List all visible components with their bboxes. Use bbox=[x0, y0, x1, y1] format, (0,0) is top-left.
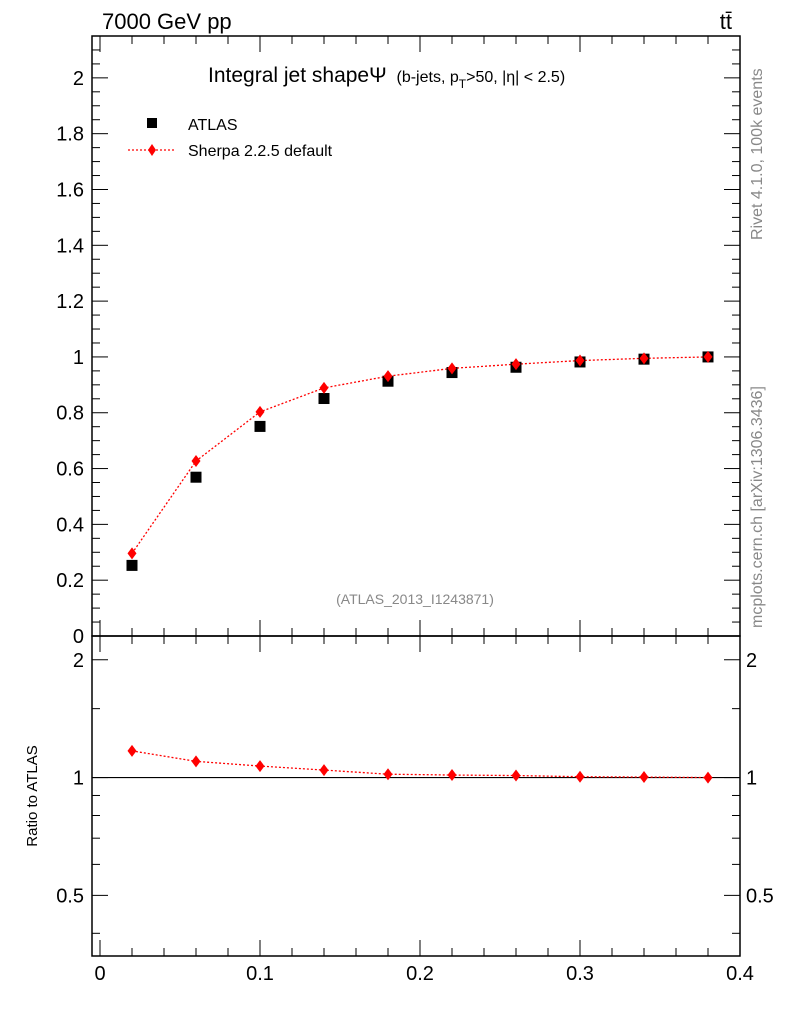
sherpa-data-point bbox=[383, 370, 393, 383]
ratio-y-label: Ratio to ATLAS bbox=[24, 745, 41, 846]
sherpa-data-point bbox=[191, 455, 201, 468]
ratio-sherpa-point bbox=[191, 755, 201, 768]
main-y-tick-label: 0 bbox=[73, 626, 84, 648]
main-y-tick-label: 1.6 bbox=[56, 179, 84, 201]
ratio-y-tick-label-left: 0.5 bbox=[56, 885, 84, 907]
ratio-x-tick-label: 0 bbox=[94, 963, 105, 985]
ratio-sherpa-point bbox=[639, 771, 649, 784]
sherpa-data-point bbox=[319, 381, 329, 394]
ratio-sherpa-point bbox=[511, 769, 521, 782]
process-label: tt̄ bbox=[720, 9, 732, 34]
atlas-data-point bbox=[318, 393, 330, 405]
ratio-x-tick-label: 0.2 bbox=[406, 963, 434, 985]
main-y-tick-label: 0.6 bbox=[56, 459, 84, 481]
chart-title-detail: (b-jets, p bbox=[397, 69, 459, 86]
ratio-x-tick-label: 0.4 bbox=[726, 963, 754, 985]
ratio-y-tick-label-right: 1 bbox=[746, 768, 757, 790]
legend-label-atlas: ATLAS bbox=[188, 117, 238, 134]
atlas-data-point bbox=[126, 559, 138, 571]
analysis-label: (ATLAS_2013_I1243871) bbox=[336, 591, 494, 607]
main-y-tick-label: 2 bbox=[73, 68, 84, 90]
ratio-data-layer bbox=[92, 744, 740, 784]
ratio-x-axis: 0 0.1 0.2 0.3 0.4 bbox=[94, 636, 754, 985]
main-y-tick-label: 1.4 bbox=[56, 235, 84, 257]
sherpa-data-point bbox=[639, 352, 649, 365]
chart-title: Integral jet shapeΨ (b-jets, pT>50, |η| … bbox=[208, 64, 565, 91]
ratio-sherpa-point bbox=[575, 770, 585, 783]
ratio-sherpa-point bbox=[447, 769, 457, 782]
ratio-sherpa-point bbox=[127, 744, 137, 757]
sherpa-data-point bbox=[511, 358, 521, 371]
main-y-tick-label: 0.8 bbox=[56, 403, 84, 425]
ratio-sherpa-point bbox=[319, 764, 329, 777]
legend-label-sherpa: Sherpa 2.2.5 default bbox=[188, 143, 333, 160]
atlas-data-point bbox=[254, 420, 266, 432]
main-y-tick-label: 1 bbox=[73, 347, 84, 369]
ratio-frame bbox=[91, 635, 741, 957]
sherpa-data-point bbox=[447, 362, 457, 375]
sherpa-data-point bbox=[255, 405, 265, 418]
chart-title-main: Integral jet shapeΨ bbox=[208, 64, 387, 87]
rivet-version-label: Rivet 4.1.0, 100k events bbox=[749, 68, 766, 240]
ratio-x-tick-label: 0.3 bbox=[566, 963, 594, 985]
ratio-y-axis: 0.5 0.5 1 1 2 2 bbox=[56, 650, 774, 934]
main-data-layer bbox=[126, 350, 714, 571]
ratio-y-tick-label-right: 0.5 bbox=[746, 885, 774, 907]
atlas-data-point bbox=[190, 471, 202, 483]
chart-title-subscript: T bbox=[459, 77, 467, 91]
main-y-tick-label: 1.2 bbox=[56, 291, 84, 313]
ratio-plot-panel: 0.5 0.5 1 1 2 2 0 0.1 0.2 0.3 0.4 Ratio to ATLAS bbox=[24, 635, 774, 985]
sherpa-data-point bbox=[575, 354, 585, 367]
main-x-axis-ticks bbox=[99, 36, 741, 636]
legend-marker-atlas bbox=[147, 118, 157, 128]
ratio-sherpa-point bbox=[703, 771, 713, 784]
sherpa-data-point bbox=[703, 350, 713, 363]
ratio-y-tick-label-left: 2 bbox=[73, 650, 84, 672]
ratio-sherpa-line bbox=[131, 750, 709, 779]
sherpa-data-point bbox=[127, 547, 137, 560]
main-y-tick-label: 0.4 bbox=[56, 514, 84, 536]
main-y-tick-label: 1.8 bbox=[56, 124, 84, 146]
energy-label: 7000 GeV pp bbox=[102, 9, 232, 34]
ratio-y-tick-label-left: 1 bbox=[73, 768, 84, 790]
legend: ATLAS Sherpa 2.2.5 default bbox=[128, 117, 333, 160]
ratio-sherpa-point bbox=[255, 760, 265, 773]
ratio-x-tick-label: 0.1 bbox=[246, 963, 274, 985]
chart-title-detail-suffix: >50, |η| < 2.5) bbox=[466, 69, 565, 86]
legend-marker-sherpa bbox=[148, 144, 156, 156]
source-reference-label: mcplots.cern.ch [arXiv:1306.3436] bbox=[749, 386, 766, 628]
ratio-y-tick-label-right: 2 bbox=[746, 650, 757, 672]
ratio-sherpa-point bbox=[383, 768, 393, 781]
main-y-tick-label: 0.2 bbox=[56, 570, 84, 592]
sherpa-series-line bbox=[131, 356, 709, 554]
main-plot-panel: 0 0.2 0.4 0.6 0.8 1 1.2 1.4 1.6 1.8 2 Integral jet… bbox=[56, 35, 741, 648]
main-y-axis: 0 0.2 0.4 0.6 0.8 1 1.2 1.4 1.6 1.8 2 bbox=[56, 49, 740, 648]
